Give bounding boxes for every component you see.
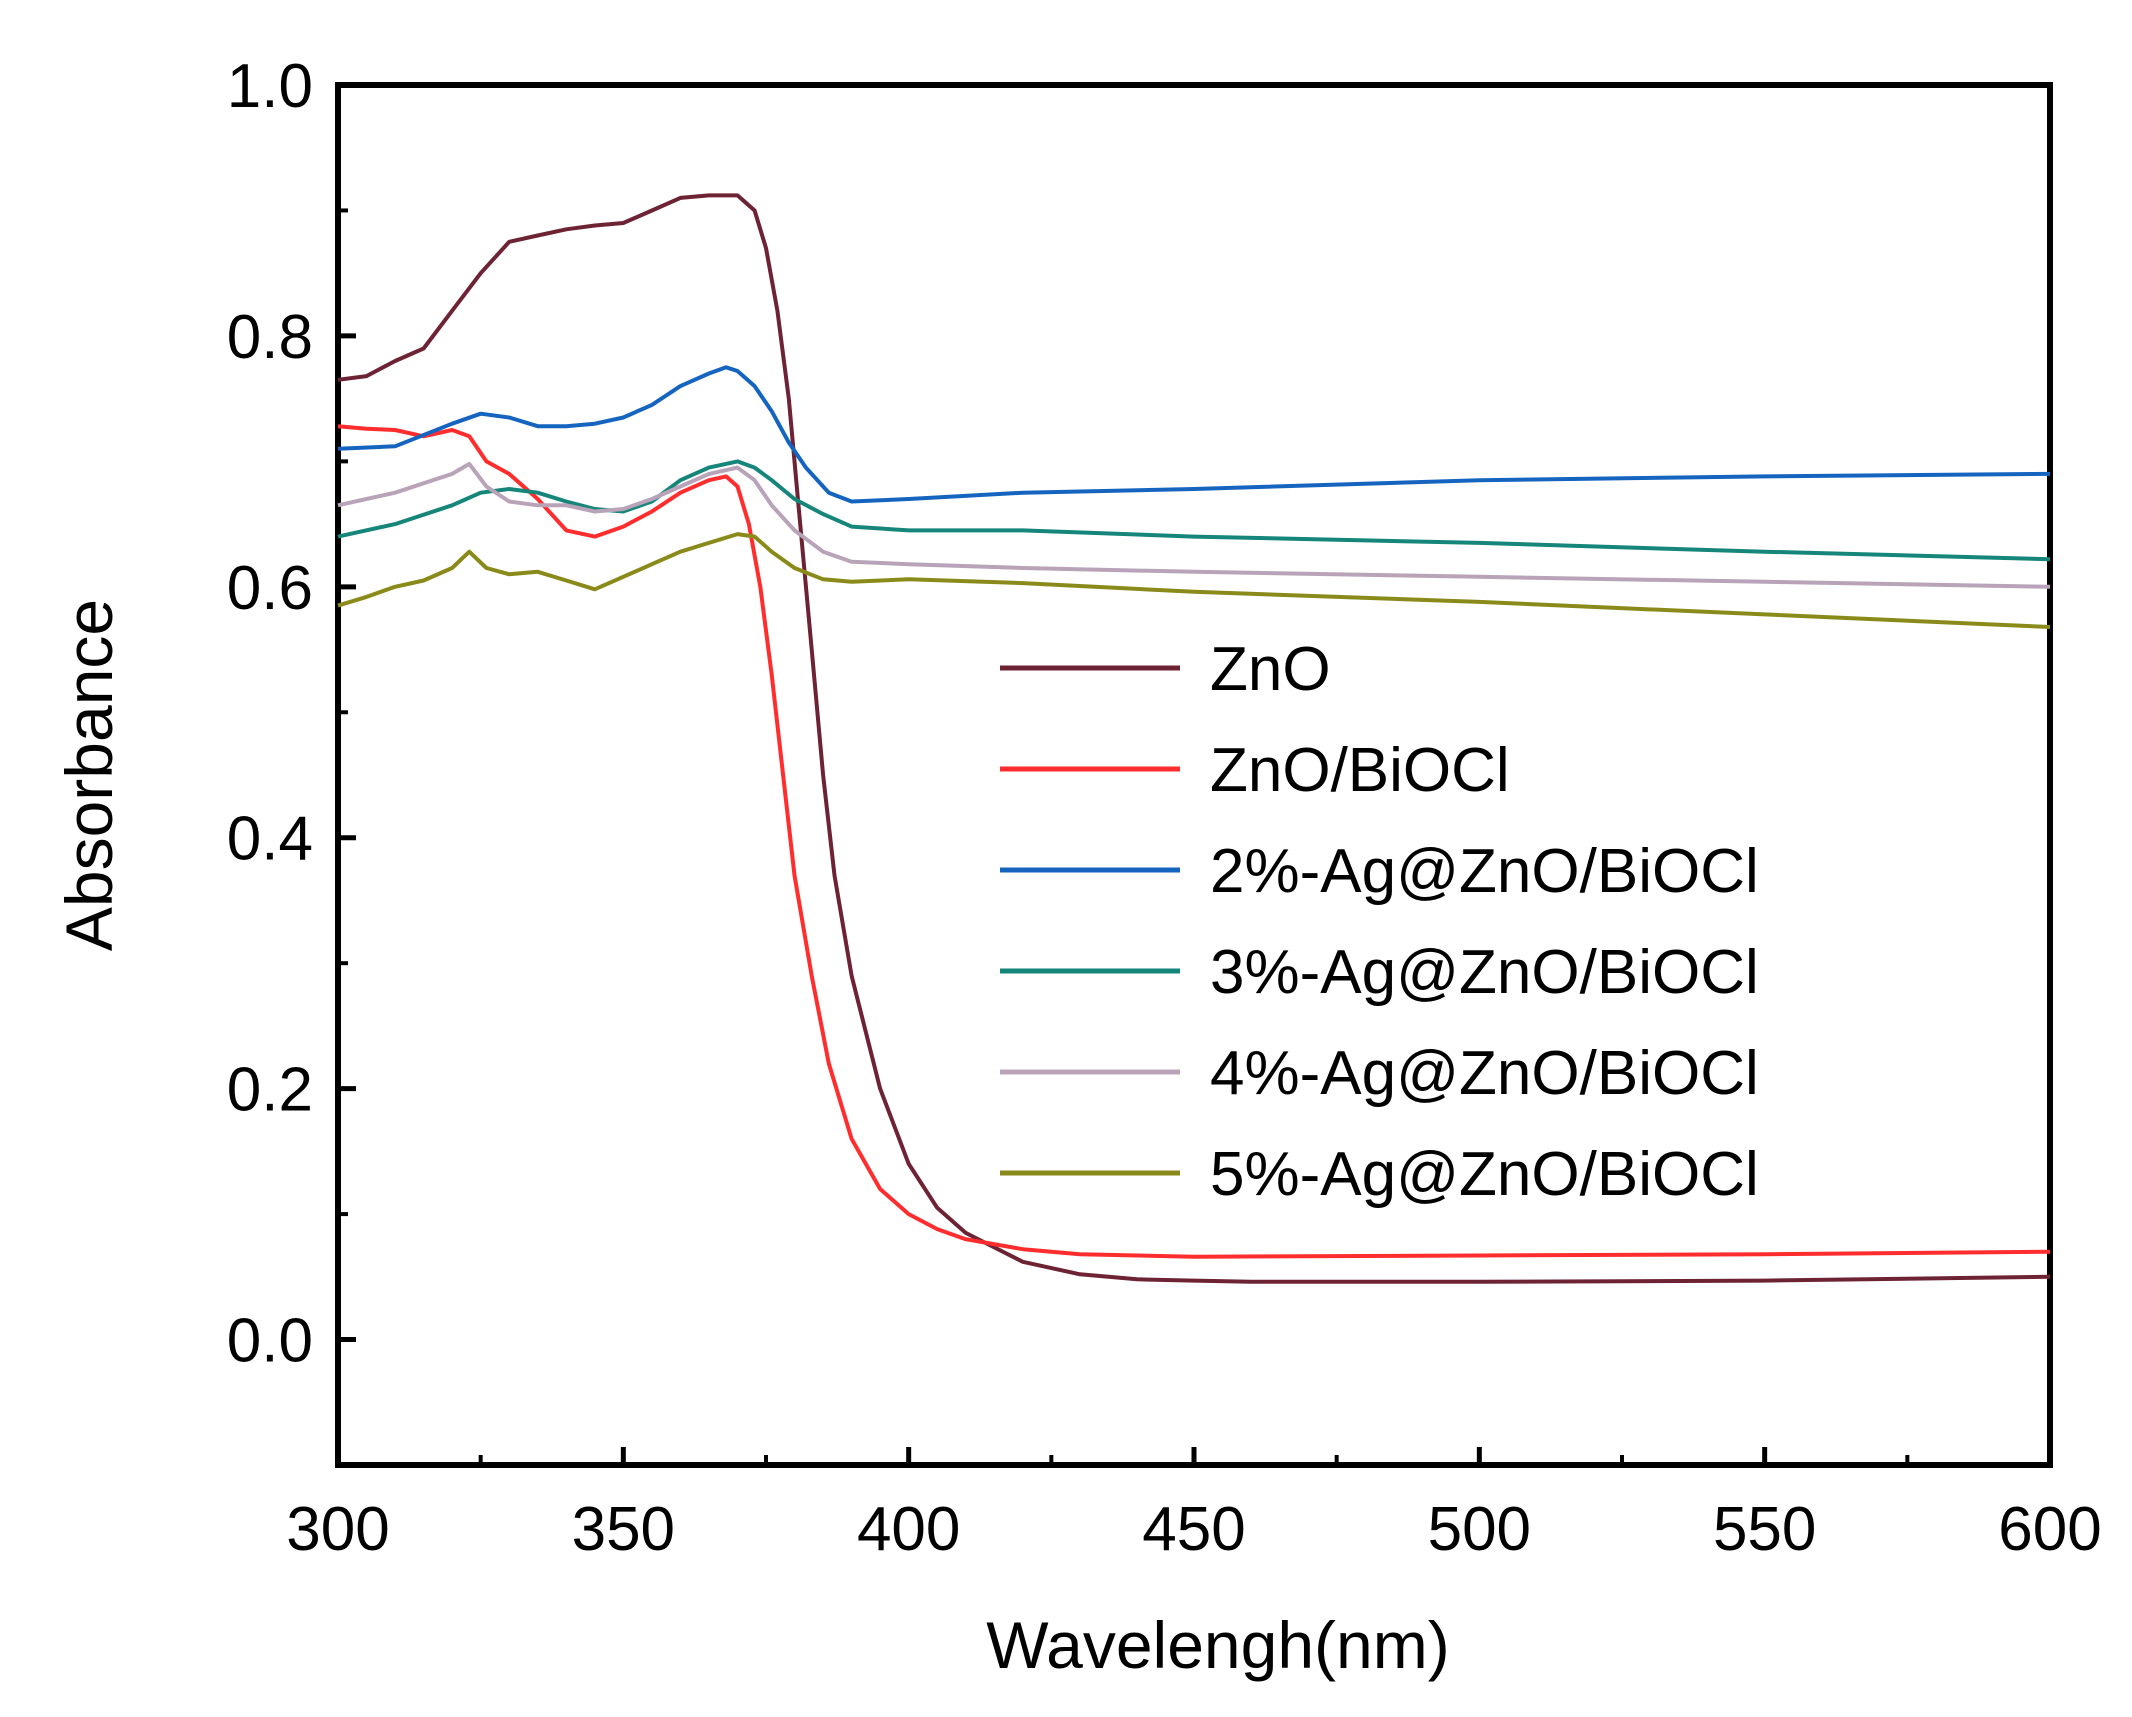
legend-label-3-ag-zno-biocl: 3%-Ag@ZnO/BiOCl [1210,938,1759,1007]
x-tick-label: 400 [857,1495,960,1564]
legend-label-zno-biocl: ZnO/BiOCl [1210,736,1510,805]
x-tick-label: 450 [1142,1495,1245,1564]
axis-ticks [335,82,2053,1467]
series-line-3-ag-zno-biocl [337,459,2051,562]
series-line-zno-biocl [337,424,2051,1259]
legend-label-5-ag-zno-biocl: 5%-Ag@ZnO/BiOCl [1210,1140,1759,1209]
y-tick-label: 1.0 [227,52,313,121]
axis-tick-labels: 300 350 400 450 500 550 600 0.0 0.2 0.4 0.6 0.8 1.0 [227,52,2102,1564]
series-line-zno [337,193,2051,1284]
x-tick-label: 300 [286,1495,389,1564]
series-line-2-ag-zno-biocl [337,365,2051,504]
y-tick-label: 0.0 [227,1307,313,1376]
series-lines [337,193,2051,1284]
y-tick-label: 0.4 [227,805,313,874]
y-tick-label: 0.8 [227,303,313,372]
y-axis-title: Absorbance [52,599,126,951]
legend-label-zno: ZnO [1210,635,1331,704]
x-axis-title: Wavelengh(nm) [986,1608,1449,1682]
series-line-5-ag-zno-biocl [337,532,2051,629]
x-tick-label: 550 [1713,1495,1816,1564]
x-tick-label: 600 [1998,1495,2101,1564]
series-line-4-ag-zno-biocl [337,461,2051,589]
y-tick-label: 0.6 [227,554,313,623]
y-tick-label: 0.2 [227,1056,313,1125]
legend: ZnO ZnO/BiOCl 2%-Ag@ZnO/BiOCl 3%-Ag@ZnO/BiO… [1000,635,1759,1209]
legend-label-4-ag-zno-biocl: 4%-Ag@ZnO/BiOCl [1210,1039,1759,1108]
x-tick-label: 350 [572,1495,675,1564]
x-tick-label: 500 [1428,1495,1531,1564]
legend-label-2-ag-zno-biocl: 2%-Ag@ZnO/BiOCl [1210,837,1759,906]
